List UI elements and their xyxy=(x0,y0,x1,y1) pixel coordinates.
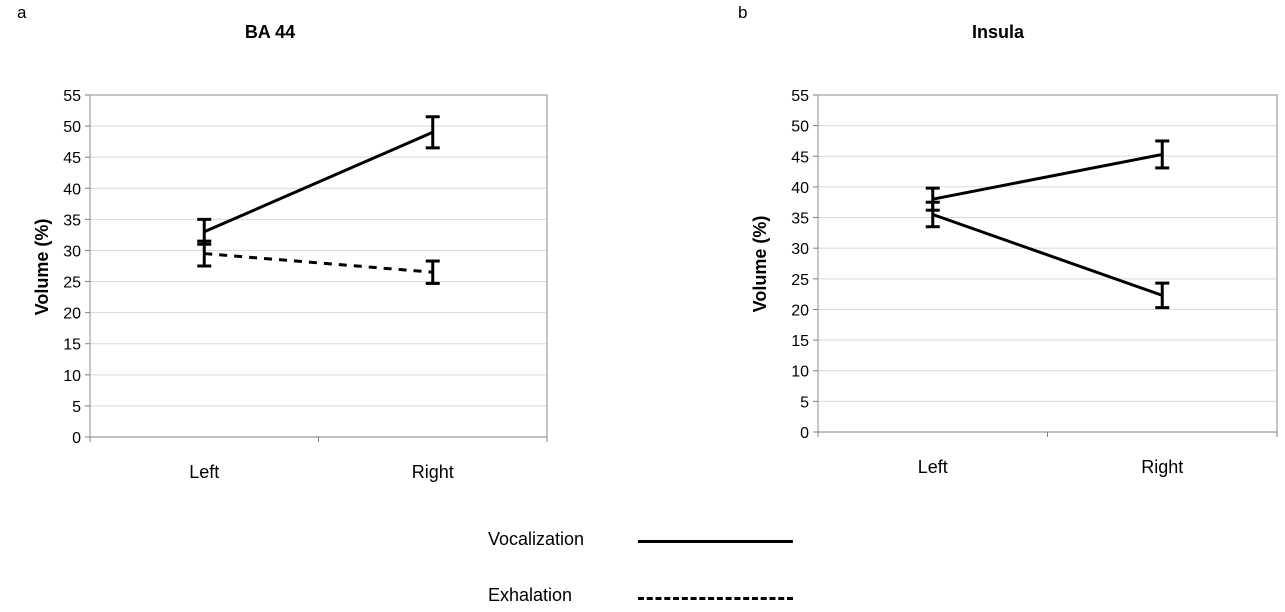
chart-b-series-exhalation-line xyxy=(932,213,1163,297)
chart-a-y-tick-label: 0 xyxy=(72,430,81,447)
chart-b-y-tick-label: 15 xyxy=(791,333,809,350)
chart-b-x-tick-label-right: Right xyxy=(1141,457,1183,477)
chart-a-y-tick-label: 20 xyxy=(63,306,81,323)
chart-b-y-tick-label: 30 xyxy=(791,241,809,258)
chart-b-y-tick-label: 25 xyxy=(791,272,809,289)
chart-b-series-vocalization-errorbar xyxy=(1155,139,1170,170)
chart-a-series-vocalization-errorbar xyxy=(425,115,440,150)
chart-b-y-tick-label: 0 xyxy=(800,425,809,442)
chart-b-series-exhalation-errorbar xyxy=(1155,281,1170,310)
chart-b-y-tick-label: 5 xyxy=(800,394,809,411)
chart-a-series-vocalization-line xyxy=(203,130,434,234)
chart-b-y-tick-label: 10 xyxy=(791,364,809,381)
chart-a-y-tick-label: 35 xyxy=(63,212,81,229)
chart-a-y-tick-label: 25 xyxy=(63,275,81,292)
legend-label-exhalation: Exhalation xyxy=(488,585,573,605)
chart-a-y-tick-label: 15 xyxy=(63,337,81,354)
chart-b-series-vocalization-line xyxy=(932,152,1163,201)
chart-a-y-tick-label: 10 xyxy=(63,368,81,385)
chart-b-title: Insula xyxy=(971,22,1024,42)
chart-a-title: BA 44 xyxy=(244,22,296,42)
chart-b-x-tick-label-left: Left xyxy=(918,457,948,477)
chart-a-x-tick-label-left: Left xyxy=(189,462,219,482)
legend-swatch-exhalation xyxy=(638,597,793,600)
legend-swatch-vocalization xyxy=(638,540,793,543)
chart-a-x-tick-label-right: Right xyxy=(412,462,454,482)
chart-b-y-tick-label: 40 xyxy=(791,180,809,197)
legend-label-vocalization: Vocalization xyxy=(488,529,585,549)
chart-b-y-tick-label: 50 xyxy=(791,119,809,136)
chart-b-y-tick-label: 35 xyxy=(791,211,809,228)
panel-b-letter: b xyxy=(738,3,748,22)
chart-b-series-exhalation-errorbar xyxy=(925,200,940,229)
chart-b-plot-frame xyxy=(817,94,1278,433)
chart-a-series-exhalation-errorbar xyxy=(425,259,440,285)
chart-b-y-tick-label: 45 xyxy=(791,149,809,166)
chart-a-y-tick-label: 50 xyxy=(63,119,81,136)
chart-b-y-tick-label: 20 xyxy=(791,302,809,319)
panel-a-letter: a xyxy=(17,3,27,22)
chart-b-y-tick-label: 55 xyxy=(791,88,809,105)
chart-a-y-tick-label: 40 xyxy=(63,181,81,198)
chart-a-y-tick-label: 45 xyxy=(63,150,81,167)
chart-a-series-exhalation-errorbar xyxy=(197,239,212,268)
chart-a-y-tick-label: 30 xyxy=(63,243,81,260)
chart-a-y-tick-label: 55 xyxy=(63,88,81,105)
chart-a-y-tick-label: 5 xyxy=(72,399,81,416)
